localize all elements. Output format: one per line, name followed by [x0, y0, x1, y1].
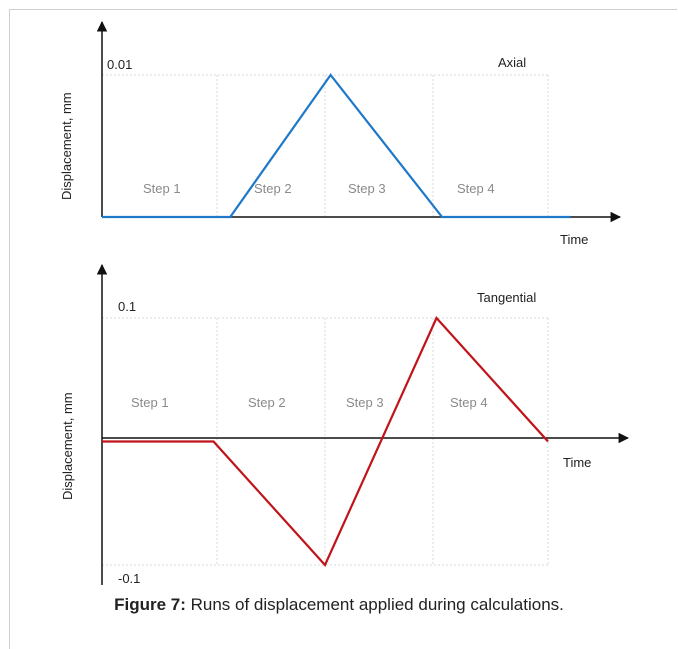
tangential-y-label: Displacement, mm	[60, 392, 75, 500]
axial-step-2: Step 2	[254, 181, 292, 196]
chart-axial: 0.01 Axial Time Displacement, mm Step 1 …	[59, 20, 622, 247]
tangential-series-line	[102, 316, 549, 567]
tangential-y-tick-label-max: 0.1	[118, 299, 136, 314]
chart-tangential: 0.1 -0.1 Tangential Time Displacement, m…	[60, 263, 630, 586]
figure-canvas: 0.01 Axial Time Displacement, mm Step 1 …	[59, 20, 630, 586]
axial-y-label: Displacement, mm	[59, 92, 74, 200]
axial-step-4: Step 4	[457, 181, 495, 196]
figure-caption-label: Figure 7:	[114, 595, 186, 614]
axial-x-label: Time	[560, 232, 588, 247]
tangential-x-label: Time	[563, 455, 591, 470]
tangential-step-1: Step 1	[131, 395, 169, 410]
axial-step-1: Step 1	[143, 181, 181, 196]
axial-step-3: Step 3	[348, 181, 386, 196]
tangential-grid	[102, 317, 549, 566]
figure-frame	[9, 9, 677, 649]
axial-series-line	[102, 73, 571, 219]
axial-y-tick-label: 0.01	[107, 57, 132, 72]
tangential-step-4: Step 4	[450, 395, 488, 410]
tangential-step-2: Step 2	[248, 395, 286, 410]
tangential-title: Tangential	[477, 290, 536, 305]
figure-caption-text: Runs of displacement applied during calc…	[185, 595, 564, 614]
tangential-y-tick-label-min: -0.1	[118, 571, 140, 586]
axial-title: Axial	[498, 55, 526, 70]
figure-caption: Figure 7: Runs of displacement applied d…	[0, 595, 678, 615]
tangential-step-3: Step 3	[346, 395, 384, 410]
